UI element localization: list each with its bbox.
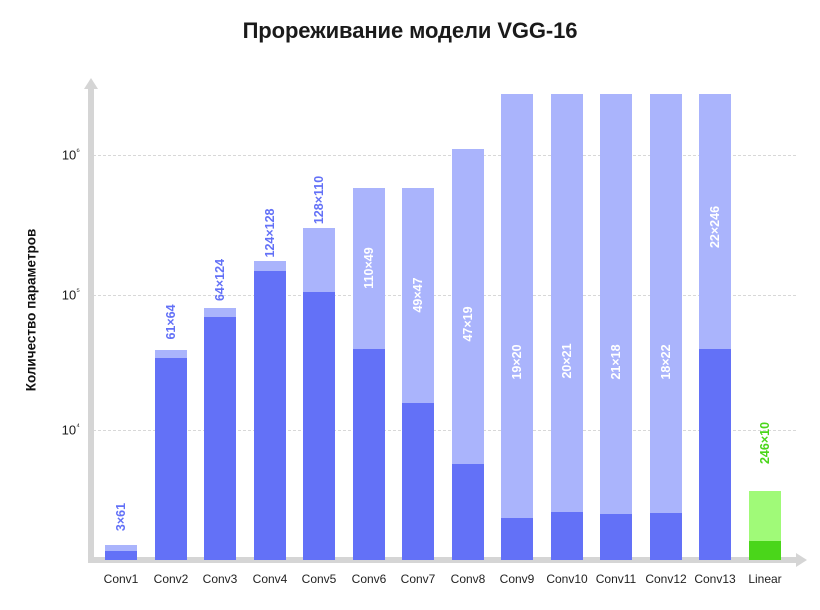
y-tick-label: 10⁶ xyxy=(61,146,80,163)
gridline xyxy=(88,155,796,156)
x-tick-label-conv3: Conv3 xyxy=(202,572,238,586)
bar-segment-pruned xyxy=(650,513,682,560)
bar-segment-pruned xyxy=(600,514,632,560)
bar-segment-original xyxy=(749,491,781,541)
bar-annotation-conv3: 64×124 xyxy=(213,258,227,302)
bar-segment-original xyxy=(551,94,583,512)
y-axis-arrow-icon xyxy=(84,78,98,89)
bar-segment-pruned xyxy=(204,317,236,560)
bar-annotation-conv10: 20×21 xyxy=(560,343,574,379)
y-tick-label: 10⁴ xyxy=(61,421,80,438)
bar-segment-original xyxy=(105,545,137,551)
bar-conv4[interactable] xyxy=(254,261,286,560)
bar-segment-original xyxy=(254,261,286,271)
bar-segment-pruned xyxy=(353,349,385,560)
bar-conv9[interactable] xyxy=(501,94,533,560)
bar-conv12[interactable] xyxy=(650,94,682,560)
bar-segment-original xyxy=(650,94,682,513)
x-tick-label-conv1: Conv1 xyxy=(103,572,139,586)
x-tick-label-conv11: Conv11 xyxy=(595,572,637,586)
bar-segment-original xyxy=(204,308,236,317)
x-tick-label-linear: Linear xyxy=(748,572,782,586)
x-tick-label-conv7: Conv7 xyxy=(400,572,436,586)
bar-segment-original xyxy=(155,350,187,358)
bar-annotation-conv2: 61×64 xyxy=(164,304,178,340)
bar-segment-pruned xyxy=(303,292,335,560)
bar-conv5[interactable] xyxy=(303,228,335,560)
bar-annotation-conv11: 21×18 xyxy=(609,344,623,380)
bar-segment-pruned xyxy=(105,551,137,560)
x-tick-label-conv9: Conv9 xyxy=(499,572,535,586)
chart-title: Прореживание модели VGG-16 xyxy=(242,18,578,43)
bar-segment-pruned xyxy=(452,464,484,560)
y-tick-label: 10⁵ xyxy=(61,286,80,303)
bar-segment-original xyxy=(699,94,731,349)
bar-segment-pruned xyxy=(749,541,781,560)
bar-annotation-conv8: 47×19 xyxy=(461,306,475,342)
bar-annotation-conv7: 49×47 xyxy=(411,277,425,313)
bar-annotation-conv5: 128×110 xyxy=(312,175,326,225)
y-axis-line xyxy=(88,88,94,562)
bar-conv2[interactable] xyxy=(155,350,187,560)
x-tick-label-conv5: Conv5 xyxy=(301,572,337,586)
bar-conv10[interactable] xyxy=(551,94,583,560)
x-tick-label-conv12: Conv12 xyxy=(645,572,687,586)
x-tick-label-conv8: Conv8 xyxy=(450,572,486,586)
bar-segment-pruned xyxy=(254,271,286,560)
bar-segment-original xyxy=(402,188,434,403)
bar-segment-original xyxy=(452,149,484,464)
bar-segment-pruned xyxy=(402,403,434,560)
x-axis-arrow-icon xyxy=(796,553,807,567)
x-axis-line xyxy=(88,557,796,563)
bar-annotation-conv1: 3×61 xyxy=(114,502,128,532)
bar-conv11[interactable] xyxy=(600,94,632,560)
y-axis-title-text: Количество параметров xyxy=(23,228,39,392)
x-tick-label-conv6: Conv6 xyxy=(351,572,387,586)
y-axis-title: Количество параметров xyxy=(22,160,40,460)
x-tick-label-conv13: Conv13 xyxy=(694,572,736,586)
gridline xyxy=(88,430,796,431)
bar-conv13[interactable] xyxy=(699,94,731,560)
bar-conv3[interactable] xyxy=(204,308,236,560)
bar-conv7[interactable] xyxy=(402,188,434,560)
bar-segment-original xyxy=(501,94,533,518)
bar-annotation-conv6: 110×49 xyxy=(362,247,376,289)
bar-conv6[interactable] xyxy=(353,188,385,560)
bar-segment-pruned xyxy=(501,518,533,560)
bar-conv1[interactable] xyxy=(105,545,137,560)
bar-annotation-conv12: 18×22 xyxy=(659,344,673,380)
bar-segment-pruned xyxy=(699,349,731,560)
x-tick-label-conv10: Conv10 xyxy=(546,572,588,586)
gridline xyxy=(88,295,796,296)
bar-annotation-conv13: 22×246 xyxy=(708,205,722,249)
bar-segment-original xyxy=(303,228,335,292)
bar-annotation-conv4: 124×128 xyxy=(263,208,277,258)
bar-segment-pruned xyxy=(155,358,187,560)
bar-linear[interactable] xyxy=(749,491,781,560)
bar-segment-pruned xyxy=(551,512,583,560)
bar-conv8[interactable] xyxy=(452,149,484,560)
x-tick-label-conv4: Conv4 xyxy=(252,572,288,586)
bar-annotation-conv9: 19×20 xyxy=(510,344,524,380)
bar-segment-original xyxy=(600,94,632,514)
bar-segment-original xyxy=(353,188,385,349)
bar-annotation-linear: 246×10 xyxy=(758,421,772,465)
x-tick-label-conv2: Conv2 xyxy=(153,572,189,586)
